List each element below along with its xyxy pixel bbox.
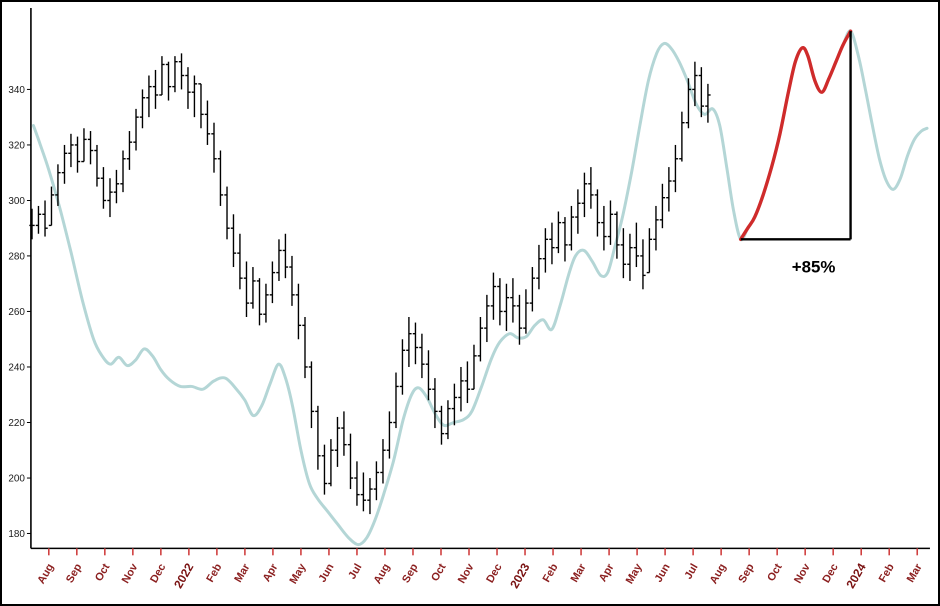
seasonal-line (31, 29, 929, 547)
x-tick-label-month: Feb (541, 561, 561, 584)
x-tick-label-month: Mar (232, 561, 252, 584)
x-tick-label-month: Dec (148, 562, 168, 585)
x-tick-label-month: Nov (792, 561, 813, 586)
x-tick-label-year: 2023 (507, 560, 533, 590)
x-tick-label-month: Feb (204, 561, 224, 584)
x-tick-label-month: Apr (261, 561, 281, 584)
axes (30, 7, 930, 550)
x-tick-label-month: May (624, 562, 645, 586)
x-tick-label-month: Oct (765, 561, 785, 583)
x-tick-label-month: Nov (120, 561, 141, 586)
x-tick-label-month: Jun (316, 562, 336, 585)
x-tick-label-year: 2024 (843, 560, 869, 590)
seasonal-projection-highlight (739, 29, 853, 242)
gain-annotation: +85% (792, 258, 836, 277)
x-tick-label-month: Oct (93, 561, 113, 583)
x-tick-label-month: Dec (484, 562, 504, 585)
y-tick-label: 180 (8, 529, 25, 540)
y-tick-label: 280 (8, 251, 25, 262)
x-tick-label-month: Mar (569, 561, 589, 584)
x-tick-label-month: Aug (372, 562, 393, 586)
ohlc-bars (29, 53, 711, 515)
y-tick-label: 260 (8, 307, 25, 318)
x-tick-label-month: Jul (346, 562, 364, 582)
x-tick-label-month: Aug (35, 562, 56, 586)
y-tick-label: 340 (8, 85, 25, 96)
x-tick-label-month: Sep (400, 561, 421, 585)
x-tick-label-month: Jun (653, 562, 673, 585)
x-tick-label-month: Aug (708, 562, 729, 586)
y-axis-labels: 180 200 220 240 260 280 300 320 340 (8, 85, 31, 540)
x-tick-label-year: 2022 (171, 560, 197, 590)
y-tick-label: 300 (8, 196, 25, 207)
x-tick-label-month: May (287, 562, 308, 586)
x-axis-labels: Aug Sep Oct Nov Dec 2022 Feb Mar Apr May Jun Jul Aug… (35, 548, 925, 591)
x-tick-label-month: Oct (429, 561, 449, 583)
x-tick-label-month: Sep (736, 561, 757, 585)
x-tick-label-month: Nov (456, 561, 477, 586)
y-tick-label: 200 (8, 474, 25, 485)
gain-bracket: +85% (740, 31, 852, 277)
projection-path (739, 29, 853, 242)
y-tick-label: 220 (8, 418, 25, 429)
x-tick-label-month: Sep (64, 561, 85, 585)
x-tick-label-month: Apr (597, 561, 617, 584)
seasonal-line-path (31, 29, 929, 547)
y-tick-label: 320 (8, 140, 25, 151)
x-tick-label-month: Jul (682, 562, 700, 582)
x-tick-label-month: Dec (820, 562, 840, 585)
x-tick-label-month: Mar (905, 561, 925, 584)
x-tick-label-month: Feb (877, 561, 897, 584)
y-tick-label: 240 (8, 362, 25, 373)
